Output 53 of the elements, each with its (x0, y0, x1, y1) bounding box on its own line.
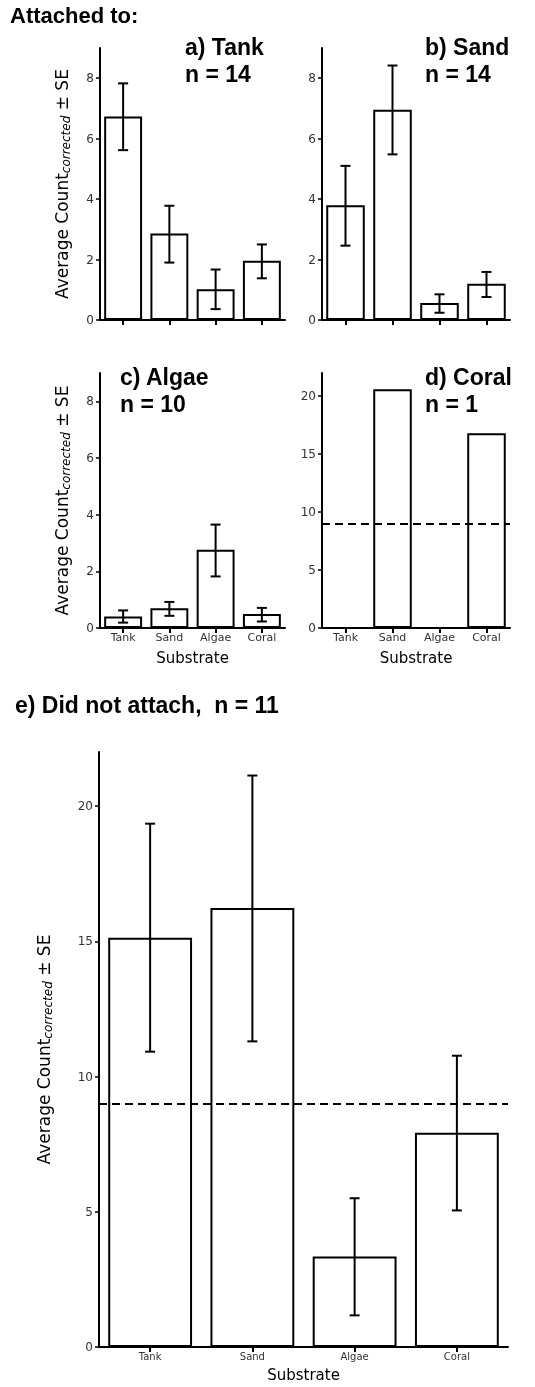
y-axis-title: Average Countcorrected ± SE (52, 385, 73, 616)
y-tick-label: 0 (86, 621, 94, 635)
chart-title: e) Did not attach, n = 11 (15, 691, 280, 718)
x-tick-label: Tank (137, 1350, 162, 1362)
y-tick-label: 15 (77, 934, 93, 949)
x-tick-label: Sand (239, 1350, 265, 1362)
x-tick-label: Coral (247, 631, 277, 644)
y-tick-label: 4 (308, 192, 316, 207)
y-tick-label: 6 (86, 131, 94, 146)
y-tick-label: 0 (86, 313, 94, 327)
y-tick-label: 0 (308, 313, 316, 327)
y-tick-label: 2 (308, 252, 316, 267)
x-tick-label: Tank (109, 631, 137, 644)
x-tick-label: Coral (443, 1350, 470, 1362)
y-tick-label: 8 (86, 394, 94, 409)
y-tick-label: 8 (86, 71, 94, 86)
chart-title: b) Sand (425, 33, 510, 60)
chart-title: d) Coral (425, 363, 512, 390)
chart-title: a) Tank (185, 33, 265, 60)
y-tick-label: 20 (77, 799, 93, 814)
y-tick-label: 2 (86, 564, 94, 579)
y-axis-title: Average Countcorrected ± SE (34, 934, 55, 1165)
x-tick-label: Algae (200, 631, 232, 644)
y-tick-label: 0 (308, 621, 316, 635)
text: n = 1 (425, 390, 479, 417)
text: n = 10 (120, 390, 186, 417)
y-tick-label: 15 (300, 447, 316, 462)
y-tick-label: 20 (300, 389, 316, 404)
x-axis-title: Substrate (267, 1365, 340, 1384)
x-tick-label: Sand (155, 631, 184, 644)
x-axis-title: Substrate (379, 648, 453, 667)
y-tick-label: 10 (77, 1069, 93, 1084)
x-tick-label: Coral (472, 631, 501, 644)
y-tick-label: 10 (300, 505, 316, 520)
x-tick-label: Sand (378, 631, 407, 644)
y-tick-label: 2 (86, 252, 94, 267)
y-tick-label: 5 (85, 1204, 93, 1219)
x-tick-label: Algae (423, 631, 456, 644)
x-tick-label: Algae (340, 1350, 369, 1362)
y-tick-label: 5 (308, 563, 316, 578)
text: Attached to: (10, 2, 139, 28)
chart-title: c) Algae (120, 363, 209, 390)
text: n = 14 (425, 60, 492, 87)
y-axis-title: Average Countcorrected ± SE (52, 69, 73, 299)
y-tick-label: 6 (308, 131, 316, 146)
y-tick-label: 0 (85, 1340, 93, 1354)
y-tick-label: 4 (86, 192, 94, 207)
y-tick-label: 6 (86, 451, 94, 465)
text: n = 14 (185, 60, 252, 87)
y-tick-label: 8 (308, 71, 316, 86)
y-tick-label: 4 (86, 507, 94, 522)
x-axis-title: Substrate (156, 648, 229, 667)
x-tick-label: Tank (332, 631, 359, 644)
